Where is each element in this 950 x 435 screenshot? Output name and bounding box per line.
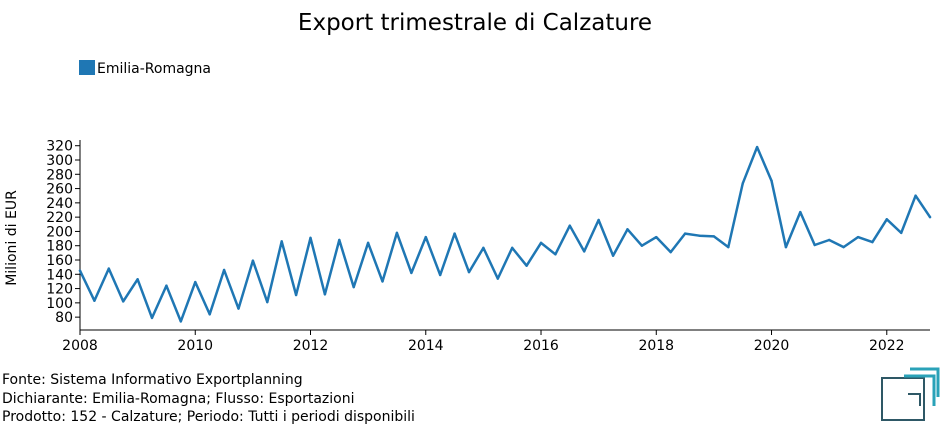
- data-point: [640, 244, 644, 247]
- y-tick-label: 240: [46, 196, 73, 212]
- data-point: [410, 271, 413, 275]
- data-point: [928, 215, 932, 219]
- x-tick-label: 2016: [523, 338, 559, 354]
- y-tick-label: 220: [46, 210, 73, 226]
- data-point: [366, 241, 370, 245]
- exportplanning-logo-icon: [881, 367, 940, 421]
- data-point: [78, 269, 82, 272]
- data-point: [467, 270, 471, 274]
- data-point: [799, 210, 802, 214]
- y-tick-label: 200: [46, 224, 73, 240]
- data-point: [496, 277, 499, 280]
- data-point: [727, 245, 730, 249]
- footer-source: Fonte: Sistema Informativo Exportplannin…: [2, 372, 303, 388]
- data-point: [309, 236, 312, 240]
- y-tick-label: 180: [46, 239, 73, 255]
- data-point: [568, 224, 572, 227]
- y-tick-label: 140: [46, 267, 73, 283]
- data-point: [381, 280, 384, 283]
- data-point: [813, 243, 816, 247]
- data-point: [698, 234, 701, 237]
- y-tick-label: 260: [46, 182, 73, 198]
- data-point: [583, 250, 586, 253]
- legend-label: Emilia-Romagna: [97, 61, 211, 77]
- x-tick-label: 2014: [408, 338, 444, 354]
- x-axis: 2008 2010 2012 2014 2016 2018 2020 2022: [62, 329, 930, 354]
- legend-swatch: [79, 60, 95, 75]
- legend: Emilia-Romagna: [79, 60, 211, 77]
- data-point: [741, 182, 744, 185]
- data-point: [165, 284, 168, 287]
- chart-title: Export trimestrale di Calzature: [298, 10, 652, 36]
- data-point: [107, 267, 111, 270]
- data-point: [395, 231, 399, 235]
- data-point: [222, 268, 226, 272]
- data-point: [655, 235, 658, 239]
- data-point: [237, 307, 240, 310]
- data-point: [352, 285, 355, 289]
- data-point: [755, 145, 759, 149]
- data-point: [597, 218, 600, 222]
- footer-product: Prodotto: 152 - Calzature; Periodo: Tutt…: [2, 409, 415, 425]
- data-point: [338, 238, 341, 242]
- series-line: [78, 145, 932, 323]
- data-point: [438, 273, 442, 277]
- data-point: [150, 316, 154, 320]
- data-point: [899, 231, 903, 235]
- data-point: [122, 300, 125, 303]
- data-point: [251, 259, 255, 262]
- data-point: [525, 264, 528, 267]
- y-tick-label: 300: [46, 153, 73, 169]
- data-point: [93, 299, 96, 302]
- data-point: [827, 238, 831, 242]
- data-point: [208, 313, 211, 316]
- data-point: [683, 232, 687, 235]
- y-tick-label: 280: [46, 167, 73, 183]
- data-point: [611, 254, 615, 257]
- data-point: [871, 240, 874, 244]
- x-tick-label: 2020: [754, 338, 790, 354]
- data-point: [424, 235, 427, 239]
- data-point: [554, 253, 557, 256]
- y-tick-label: 80: [55, 310, 73, 326]
- y-axis-label: Milioni di EUR: [4, 190, 20, 286]
- data-point: [136, 278, 139, 281]
- y-tick-label: 320: [46, 139, 73, 155]
- footer: Fonte: Sistema Informativo Exportplannin…: [2, 371, 415, 427]
- data-point: [453, 232, 456, 235]
- footer-declarant: Dichiarante: Emilia-Romagna; Flusso: Esp…: [2, 390, 355, 407]
- data-point: [712, 235, 716, 238]
- x-tick-label: 2008: [62, 338, 98, 354]
- data-point: [669, 250, 672, 254]
- data-point: [482, 246, 485, 250]
- data-point: [179, 320, 183, 323]
- data-point: [856, 235, 860, 239]
- data-point: [770, 179, 773, 182]
- y-tick-label: 120: [46, 282, 73, 298]
- x-tick-label: 2022: [869, 338, 905, 354]
- data-point: [511, 246, 514, 250]
- x-tick-label: 2010: [177, 338, 213, 354]
- data-point: [914, 194, 917, 197]
- data-point: [885, 218, 888, 221]
- data-point: [784, 245, 788, 249]
- data-point: [294, 293, 298, 297]
- data-point: [280, 240, 283, 243]
- data-point: [266, 300, 269, 304]
- data-point: [323, 293, 327, 296]
- series-layer: [78, 145, 932, 323]
- x-tick-label: 2012: [293, 338, 329, 354]
- data-point: [194, 280, 197, 284]
- data-point: [626, 228, 629, 231]
- data-point: [842, 245, 845, 249]
- data-point: [539, 241, 543, 245]
- x-tick-label: 2018: [638, 338, 674, 354]
- y-tick-label: 100: [46, 296, 73, 312]
- y-tick-label: 160: [46, 253, 73, 269]
